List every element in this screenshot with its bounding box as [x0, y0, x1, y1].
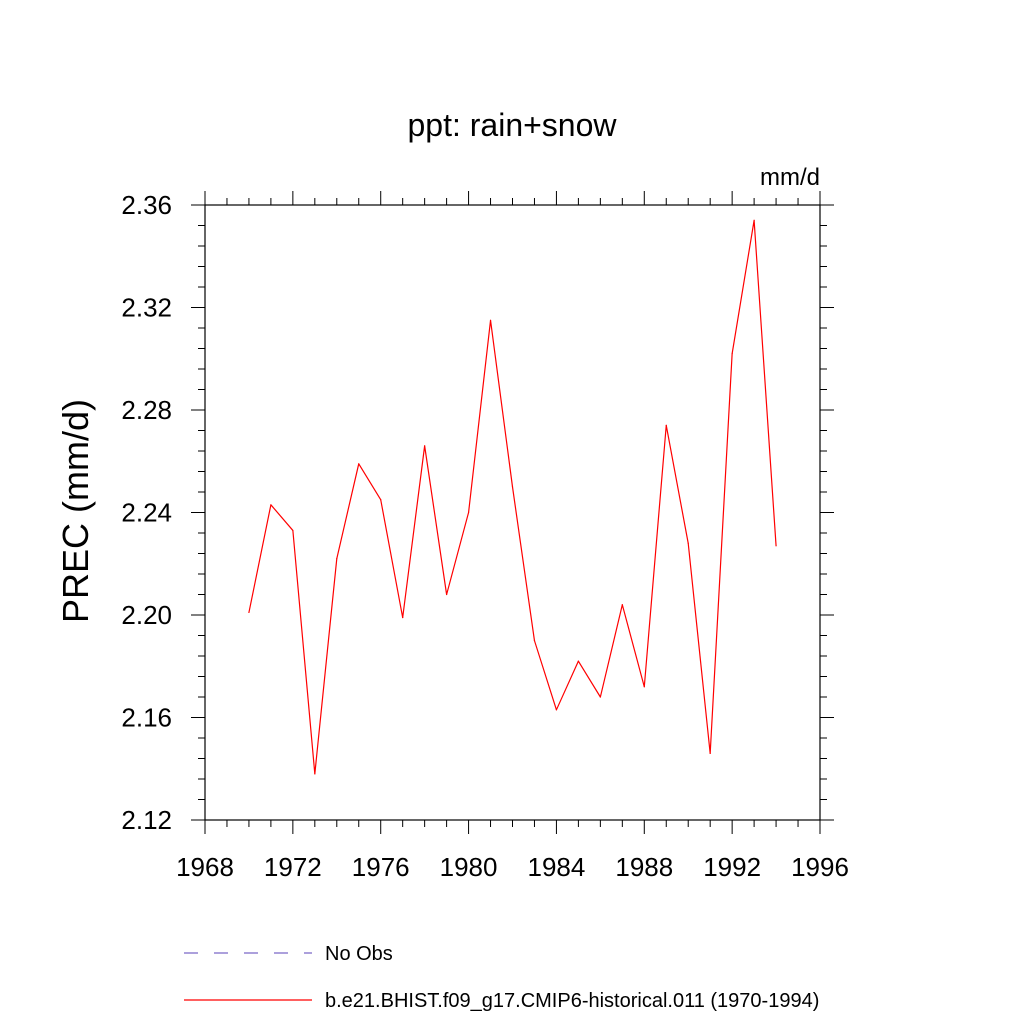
- legend-label: b.e21.BHIST.f09_g17.CMIP6-historical.011…: [325, 990, 819, 1012]
- data-point: [467, 511, 470, 514]
- y-tick-label: 2.20: [121, 600, 172, 630]
- data-point: [687, 542, 689, 544]
- y-tick-label: 2.24: [121, 498, 172, 528]
- y-axis-label: PREC (mm/d): [55, 399, 96, 623]
- plot-frame-group: [204, 204, 821, 821]
- data-point: [402, 616, 404, 619]
- plot-frame: [204, 204, 821, 821]
- data-point: [555, 709, 558, 711]
- data-point: [775, 545, 777, 547]
- series-group: [248, 219, 777, 775]
- data-point: [599, 696, 601, 698]
- data-point: [533, 640, 536, 642]
- data-point: [270, 504, 272, 506]
- x-tick-label: 1996: [791, 852, 849, 882]
- data-point: [621, 604, 623, 606]
- units-label: mm/d: [760, 164, 820, 191]
- data-point: [248, 611, 250, 614]
- chart-title: ppt: rain+snow: [407, 107, 617, 143]
- x-tick-label: 1992: [703, 852, 761, 882]
- data-point: [709, 752, 711, 754]
- x-tick-label: 1980: [440, 852, 498, 882]
- legend: No Obs b.e21.BHIST.f09_g17.CMIP6-historic…: [184, 943, 819, 1012]
- data-point: [753, 219, 755, 221]
- data-point: [358, 463, 360, 465]
- data-point: [292, 529, 294, 532]
- y-tick-label: 2.36: [121, 190, 172, 220]
- data-point: [577, 660, 579, 662]
- data-point: [314, 773, 316, 775]
- data-point: [731, 353, 733, 355]
- legend-label: No Obs: [325, 943, 393, 965]
- data-point: [336, 558, 338, 560]
- data-point: [665, 424, 667, 426]
- data-point: [424, 445, 426, 447]
- labels-group: ppt: rain+snow mm/d PREC (mm/d): [55, 107, 820, 623]
- x-tick-label: 1984: [528, 852, 586, 882]
- x-tick-label: 1972: [264, 852, 322, 882]
- data-point: [643, 686, 645, 688]
- data-point: [446, 593, 448, 596]
- x-tick-label: 1968: [176, 852, 234, 882]
- y-tick-label: 2.28: [121, 395, 172, 425]
- data-point: [511, 486, 514, 488]
- data-point: [489, 319, 492, 321]
- series-line: [248, 219, 777, 775]
- data-point: [380, 499, 382, 501]
- x-tick-label: 1976: [352, 852, 410, 882]
- y-tick-label: 2.12: [121, 805, 172, 835]
- y-tick-label: 2.32: [121, 293, 172, 323]
- ticks-group: 1968 1972 1976 1980 1984 1988 1992 1996 2.12 2.16…: [121, 190, 849, 882]
- x-tick-label: 1988: [615, 852, 673, 882]
- y-tick-label: 2.16: [121, 703, 172, 733]
